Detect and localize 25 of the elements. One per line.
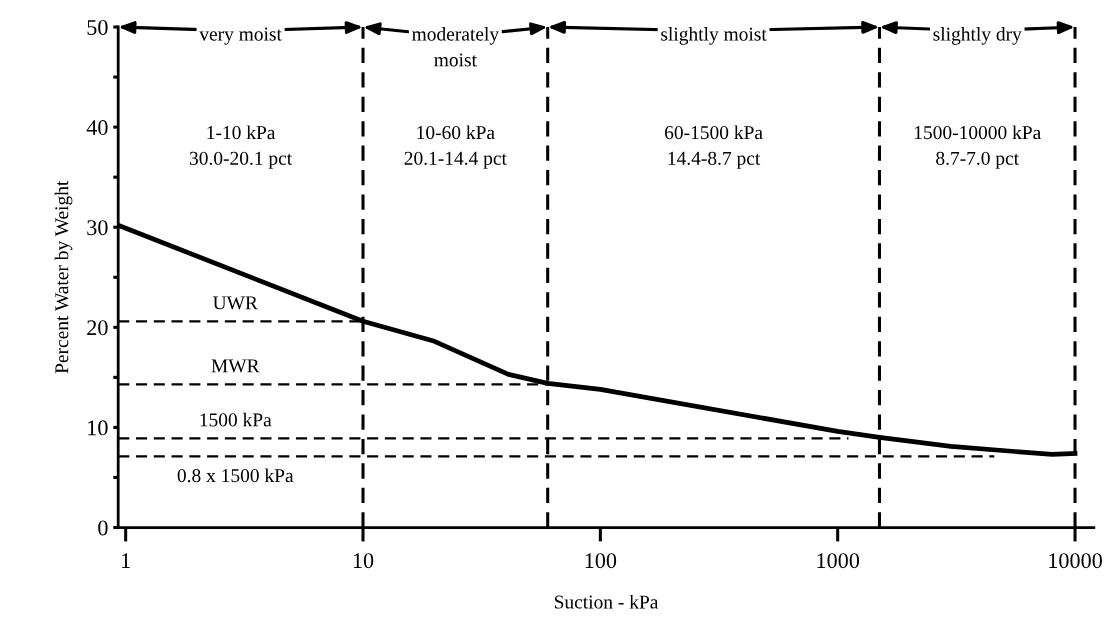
annotation: moderately moist xyxy=(412,27,499,67)
x-tick-label: 100 xyxy=(585,553,617,569)
x-axis-title: Suction - kPa xyxy=(554,594,659,609)
y-axis-title: Percent Water by Weight xyxy=(54,180,73,374)
y-tick-label: 0 xyxy=(98,520,108,536)
x-tick-label: 1 xyxy=(122,553,130,568)
series-label: MWR xyxy=(211,359,260,373)
y-tick-label: 10 xyxy=(88,420,108,436)
y-tick-label: 20 xyxy=(87,320,108,336)
x-tick-label: 1000 xyxy=(817,553,860,569)
annotation: very moist xyxy=(199,27,282,45)
series-label: 0.8 x 1500 kPa xyxy=(177,468,294,483)
y-tick-label: 40 xyxy=(86,120,108,136)
series-label: UWR xyxy=(212,296,258,310)
annotation: 1500-10000 kPa 8.7-7.0 pct xyxy=(914,125,1041,169)
annotation: slightly moist xyxy=(661,27,767,45)
annotation: slightly dry xyxy=(933,27,1022,45)
y-tick-label: 50 xyxy=(87,19,108,35)
x-tick-label: 10 xyxy=(353,553,374,569)
annotation: 1-10 kPa 30.0-20.1 pct xyxy=(189,125,293,169)
annotation: 10-60 kPa 20.1-14.4 pct xyxy=(404,125,507,169)
series-label: 1500 kPa xyxy=(200,412,272,427)
y-tick-label: 30 xyxy=(87,220,108,236)
x-tick-label: 10000 xyxy=(1049,553,1102,569)
annotation: 60-1500 kPa 14.4-8.7 pct xyxy=(665,125,763,169)
